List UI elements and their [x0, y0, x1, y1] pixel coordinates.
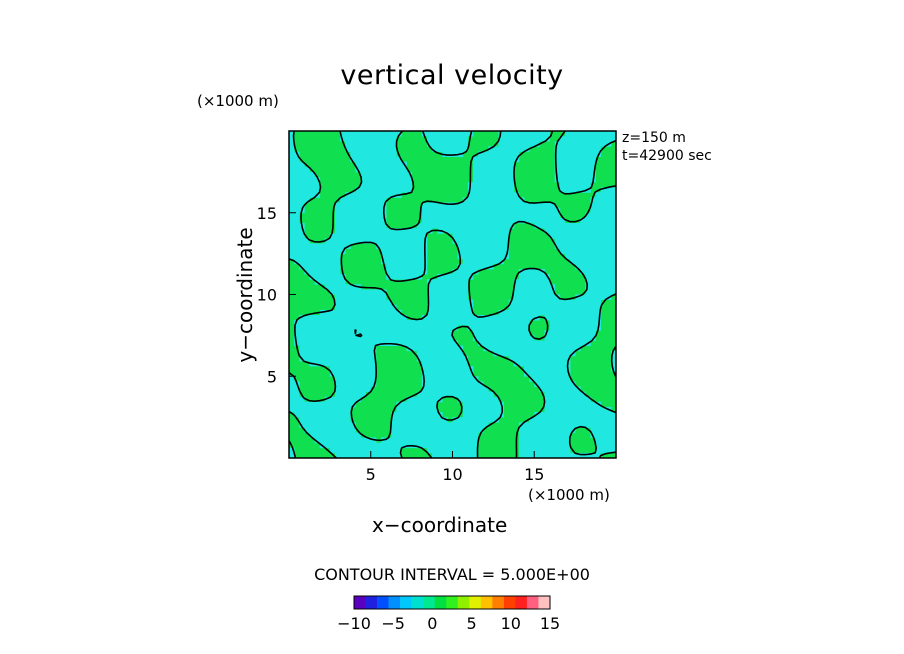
plot-area: [288, 130, 617, 459]
y-tick-label: 10: [257, 286, 277, 305]
x-axis-ticks: 5 10 15: [366, 451, 544, 484]
colorbar-swatch: [457, 596, 470, 609]
colorbar-swatch: [480, 596, 493, 609]
colorbar-tick-label: 15: [540, 614, 560, 633]
chart-title: vertical velocity: [340, 60, 564, 91]
x-tick-label: 10: [442, 465, 462, 484]
colorbar-swatch: [526, 596, 539, 609]
colorbar-swatch: [388, 596, 401, 609]
colorbar-tick-label: 10: [501, 614, 521, 633]
y-tick-label: 15: [257, 204, 277, 223]
x-tick-label: 15: [524, 465, 544, 484]
x-axis-label: x−coordinate: [372, 513, 508, 537]
colorbar-swatch: [446, 596, 459, 609]
y-tick-label: 5: [267, 367, 277, 386]
colorbar-swatch: [515, 596, 528, 609]
colorbar-swatch: [365, 596, 378, 609]
time-annotation: t=42900 sec: [622, 148, 712, 164]
colorbar: −10 −5 0 5 10 15: [337, 595, 560, 633]
velocity-field-cells: [289, 131, 616, 458]
negative-velocity-region: [289, 131, 616, 458]
contour-interval-label: CONTOUR INTERVAL = 5.000E+00: [314, 565, 590, 584]
colorbar-swatch: [434, 596, 447, 609]
zero-contour-lines: [289, 131, 616, 458]
colorbar-swatch: [492, 596, 505, 609]
colorbar-swatch: [354, 596, 366, 609]
colorbar-swatch: [377, 596, 389, 609]
colorbar-tick-label: 5: [467, 614, 477, 633]
colorbar-swatch: [469, 596, 482, 609]
x-tick-label: 5: [366, 465, 376, 484]
colorbar-tick-label: −5: [381, 614, 405, 633]
colorbar-tick-label: −10: [337, 614, 371, 633]
y-axis-unit: (×1000 m): [197, 92, 279, 110]
colorbar-swatch: [400, 596, 412, 609]
colorbar-swatch: [411, 596, 424, 609]
height-annotation: z=150 m: [622, 130, 686, 146]
colorbar-tick-label: 0: [427, 614, 437, 633]
colorbar-swatch: [423, 596, 436, 609]
colorbar-swatch: [538, 596, 551, 609]
colorbar-swatch: [503, 596, 516, 609]
colorbar-frame: [353, 595, 551, 610]
y-axis-ticks: 5 10 15: [257, 204, 296, 386]
zero-contour-line: [289, 131, 616, 458]
x-axis-unit: (×1000 m): [528, 486, 610, 504]
